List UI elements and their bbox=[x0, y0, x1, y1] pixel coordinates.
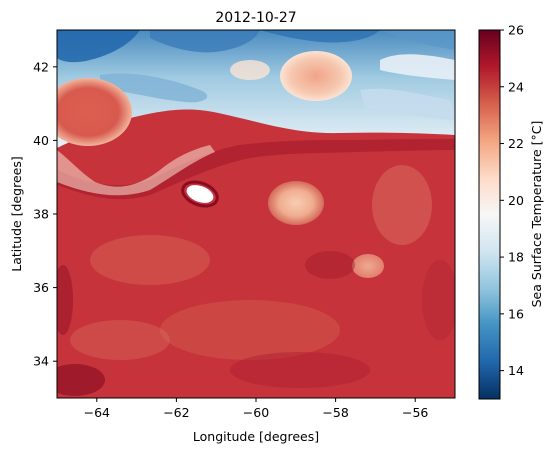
colorbar-tick-label: 16 bbox=[508, 306, 524, 321]
colorbar-tick-label: 18 bbox=[508, 250, 524, 265]
x-axis-label: Longitude [degrees] bbox=[193, 429, 319, 444]
cold-swirl bbox=[57, 30, 140, 63]
dark-patch bbox=[57, 265, 73, 335]
cold-swirl bbox=[380, 30, 455, 50]
cold-swirl bbox=[260, 30, 380, 43]
warm-patch bbox=[70, 320, 170, 360]
cold-swirl bbox=[150, 30, 260, 53]
warm-core-ring bbox=[57, 78, 132, 146]
y-tick-label: 34 bbox=[33, 354, 49, 369]
north-warm-eddy bbox=[230, 60, 270, 80]
y-tick-label: 42 bbox=[33, 59, 49, 74]
dark-patch bbox=[305, 251, 355, 279]
cold-core-eddy-rim bbox=[181, 180, 219, 208]
x-tick-label: −58 bbox=[322, 405, 348, 420]
colorbar bbox=[479, 30, 500, 399]
dark-patch bbox=[422, 260, 455, 340]
warm-patch bbox=[160, 300, 340, 360]
front-filament bbox=[57, 145, 215, 196]
colorbar-frame bbox=[478, 29, 501, 400]
warm-patch bbox=[352, 254, 384, 278]
colorbar-ticks: 14 16 18 20 22 24 26 bbox=[500, 23, 524, 378]
warm-patch bbox=[90, 235, 210, 285]
x-axis-ticks: −64 −62 −60 −58 −56 bbox=[84, 398, 428, 420]
cold-swirl bbox=[380, 54, 455, 80]
x-tick-label: −62 bbox=[163, 405, 189, 420]
colorbar-tick-label: 22 bbox=[508, 136, 524, 151]
y-axis-label: Latitude [degrees] bbox=[9, 156, 24, 272]
north-warm-eddy bbox=[280, 51, 352, 101]
y-tick-label: 40 bbox=[33, 133, 49, 148]
dark-patch bbox=[57, 364, 105, 396]
x-tick-label: −56 bbox=[402, 405, 428, 420]
chart-title: 2012-10-27 bbox=[215, 10, 296, 26]
y-axis-ticks: 34 36 38 40 42 bbox=[33, 59, 57, 369]
cold-swirl bbox=[100, 73, 208, 103]
colorbar-tick-label: 24 bbox=[508, 79, 524, 94]
colorbar-tick-label: 20 bbox=[508, 193, 524, 208]
cold-swirl bbox=[360, 88, 455, 120]
warm-patch bbox=[372, 165, 432, 245]
cold-core-eddy bbox=[186, 185, 214, 203]
colorbar-tick-label: 14 bbox=[508, 363, 524, 378]
colorbar-tick-label: 26 bbox=[508, 23, 524, 38]
sst-field bbox=[57, 30, 455, 398]
y-tick-label: 38 bbox=[33, 207, 49, 222]
y-tick-label: 36 bbox=[33, 280, 49, 295]
x-tick-label: −60 bbox=[243, 405, 269, 420]
colorbar-label: Sea Surface Temperature [°C] bbox=[529, 121, 544, 308]
dark-patch bbox=[230, 352, 370, 388]
warm-anomaly bbox=[268, 181, 324, 225]
x-tick-label: −64 bbox=[84, 405, 110, 420]
cold-region bbox=[57, 30, 455, 148]
